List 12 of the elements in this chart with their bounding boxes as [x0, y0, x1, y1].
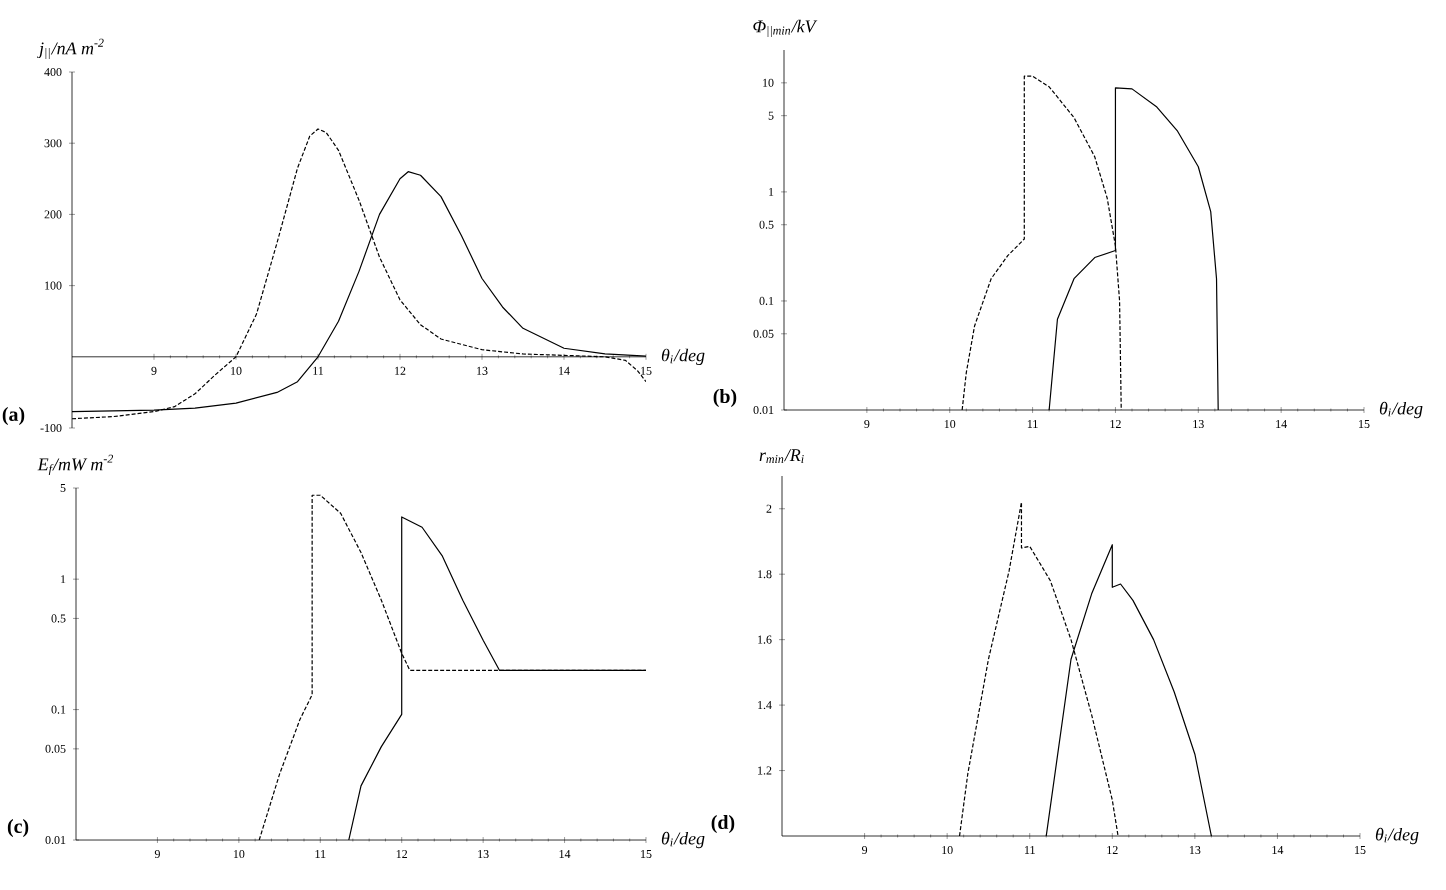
- y-axis-title: Φ$_{||min}$/kV: [753, 19, 818, 38]
- text: (a): [2, 407, 25, 426]
- x-axis-title: θ$_{i}$/deg: [1375, 827, 1419, 845]
- y-axis-title: r$_{min}$/R$_{i}$: [759, 449, 804, 463]
- y-axis-title: E$_{f}$/mW m$^{-2}$: [37, 454, 114, 476]
- text: (c): [7, 819, 29, 838]
- y-axis-title: j$_{||}$/nA m$^{-2}$: [37, 38, 104, 59]
- text: (b): [713, 389, 737, 408]
- text: (d): [711, 815, 735, 834]
- x-axis-title: θ$_{i}$/deg: [1379, 401, 1423, 419]
- x-axis-title: θ$_{i}$/deg: [661, 348, 705, 365]
- x-axis-title: θ$_{i}$/deg: [661, 831, 705, 849]
